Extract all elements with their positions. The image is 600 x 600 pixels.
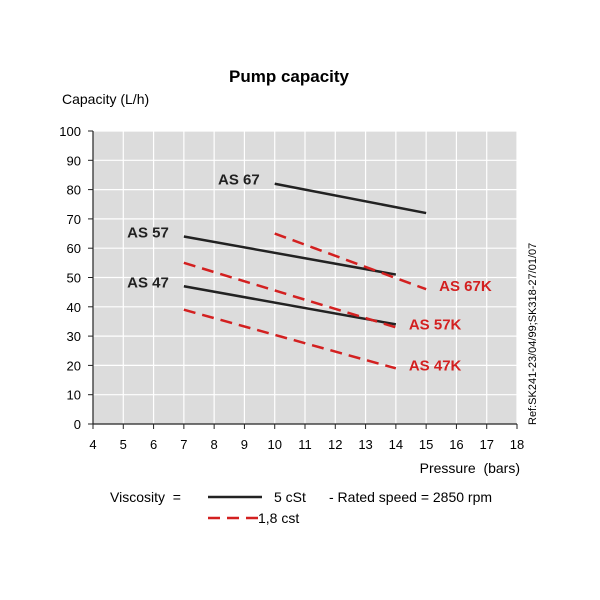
series-label-as-67k: AS 67K xyxy=(439,278,492,295)
y-tick-label: 50 xyxy=(67,271,81,286)
y-tick-label: 90 xyxy=(67,153,81,168)
y-tick-label: 10 xyxy=(67,388,81,403)
legend-note: - Rated speed = 2850 rpm xyxy=(329,489,492,505)
y-tick-label: 60 xyxy=(67,241,81,256)
axes xyxy=(88,130,518,429)
x-tick-label: 18 xyxy=(510,437,524,452)
x-tick-label: 4 xyxy=(89,437,96,452)
legend-label-5cst: 5 cSt xyxy=(274,489,306,505)
series-line-as-57 xyxy=(183,235,397,276)
x-tick-label: 7 xyxy=(180,437,187,452)
y-tick-label: 20 xyxy=(67,358,81,373)
y-tick-label: 70 xyxy=(67,212,81,227)
chart-title: Pump capacity xyxy=(229,67,350,86)
x-tick-label: 9 xyxy=(241,437,248,452)
series-lines xyxy=(183,182,427,370)
y-tick-label: 80 xyxy=(67,183,81,198)
grid xyxy=(92,130,518,425)
reference-note: Ref:SK241-23/04/99;SK318-27/01/07 xyxy=(527,243,539,425)
series-label-as-57k: AS 57K xyxy=(409,316,462,333)
x-tick-label: 14 xyxy=(389,437,403,452)
y-tick-label: 0 xyxy=(74,417,81,432)
x-tick-label: 10 xyxy=(267,437,281,452)
series-line-as-67k xyxy=(274,232,427,291)
y-tick-label: 30 xyxy=(67,329,81,344)
series-label-as-47k: AS 47K xyxy=(409,357,462,374)
y-tick-label: 40 xyxy=(67,300,81,315)
x-tick-label: 11 xyxy=(298,437,312,452)
x-tick-label: 5 xyxy=(120,437,127,452)
x-tick-label: 6 xyxy=(150,437,157,452)
legend: Viscosity = 5 cSt - Rated speed = 2850 r… xyxy=(110,489,492,526)
x-tick-label: 13 xyxy=(358,437,372,452)
series-label-as-67: AS 67 xyxy=(218,172,260,189)
x-tick-label: 8 xyxy=(211,437,218,452)
series-labels: AS 67 AS 57 AS 47 AS 67K AS 57K AS 47K xyxy=(127,172,492,375)
x-tick-label: 17 xyxy=(479,437,493,452)
series-label-as-57: AS 57 xyxy=(127,224,169,241)
x-tick-label: 16 xyxy=(449,437,463,452)
series-label-as-47: AS 47 xyxy=(127,274,169,291)
y-tick-label: 100 xyxy=(59,124,81,139)
y-axis-label: Capacity (L/h) xyxy=(62,91,149,107)
legend-prefix: Viscosity = xyxy=(110,489,181,505)
tick-labels: 0 10 20 30 40 50 60 70 80 90 100 4 5 6 7 8 9 10 11 12 13 14 15… xyxy=(59,124,524,452)
series-line-as-67 xyxy=(274,182,427,215)
x-axis-label: Pressure (bars) xyxy=(420,460,520,476)
series-line-as-47 xyxy=(183,285,397,326)
x-tick-label: 15 xyxy=(419,437,433,452)
legend-label-18cst: 1,8 cst xyxy=(258,510,299,526)
x-tick-label: 12 xyxy=(328,437,342,452)
